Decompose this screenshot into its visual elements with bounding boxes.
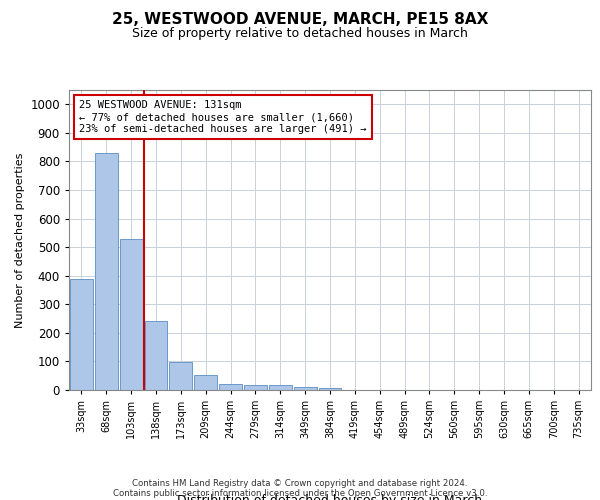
Bar <box>194 375 217 390</box>
Bar <box>145 322 167 390</box>
Bar <box>294 387 317 390</box>
Text: 25, WESTWOOD AVENUE, MARCH, PE15 8AX: 25, WESTWOOD AVENUE, MARCH, PE15 8AX <box>112 12 488 28</box>
Bar <box>70 278 93 390</box>
Y-axis label: Number of detached properties: Number of detached properties <box>15 152 25 328</box>
Bar <box>169 362 192 390</box>
Bar <box>219 384 242 390</box>
Bar <box>244 385 267 390</box>
Bar <box>319 388 341 390</box>
Text: Contains HM Land Registry data © Crown copyright and database right 2024.: Contains HM Land Registry data © Crown c… <box>132 478 468 488</box>
Bar <box>120 238 143 390</box>
Bar <box>269 386 292 390</box>
Text: Contains public sector information licensed under the Open Government Licence v3: Contains public sector information licen… <box>113 488 487 498</box>
X-axis label: Distribution of detached houses by size in March: Distribution of detached houses by size … <box>178 494 482 500</box>
Text: 25 WESTWOOD AVENUE: 131sqm
← 77% of detached houses are smaller (1,660)
23% of s: 25 WESTWOOD AVENUE: 131sqm ← 77% of deta… <box>79 100 367 134</box>
Text: Size of property relative to detached houses in March: Size of property relative to detached ho… <box>132 28 468 40</box>
Bar <box>95 153 118 390</box>
